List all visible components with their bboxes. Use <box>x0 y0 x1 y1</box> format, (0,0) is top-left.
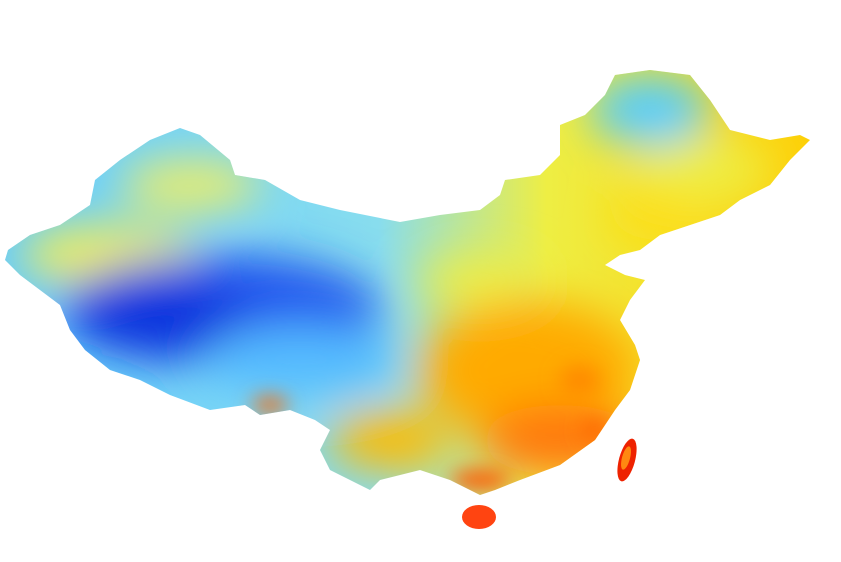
climate-field <box>20 75 770 475</box>
taiwan-highland <box>621 446 631 470</box>
hainan <box>462 505 496 529</box>
mainland <box>5 70 810 495</box>
